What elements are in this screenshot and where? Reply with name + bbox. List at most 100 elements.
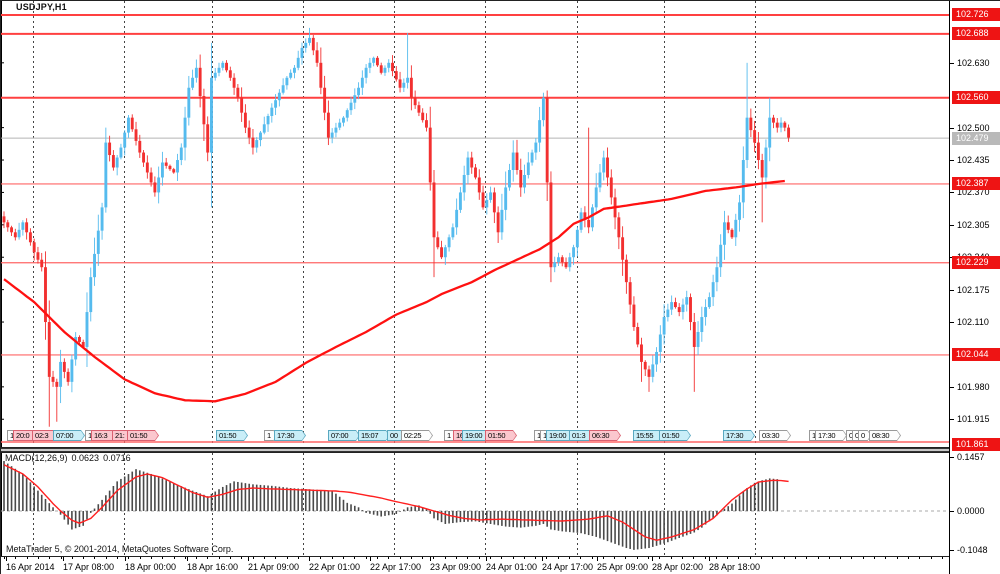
trade-marker-flag[interactable]: 07:00: [328, 430, 360, 441]
trade-marker-flag[interactable]: 17:30: [723, 430, 755, 441]
time-axis-label: 18 Apr 00:00: [125, 562, 177, 572]
time-major-tick: [652, 557, 653, 561]
trade-marker-flag[interactable]: 02:25: [401, 430, 433, 441]
trade-marker-flag[interactable]: 1: [444, 430, 458, 441]
trade-marker-flag[interactable]: 1: [264, 430, 278, 441]
trade-marker-flag[interactable]: 01:3: [569, 430, 596, 441]
price-axis-tick: [950, 457, 954, 458]
time-minor-tick: [117, 557, 118, 559]
time-major-tick: [709, 557, 710, 561]
time-minor-tick: [287, 557, 288, 559]
time-minor-tick: [671, 557, 672, 559]
trade-marker-flag[interactable]: 15:55: [633, 430, 665, 441]
time-major-tick: [6, 557, 7, 561]
current-price-badge: 102.479: [952, 132, 1000, 145]
level-price-badge: 102.560: [952, 91, 1000, 104]
trade-marker-time: 15:55: [634, 431, 664, 440]
time-minor-tick: [705, 557, 706, 559]
symbol-timeframe-label: USDJPY,H1: [16, 2, 67, 12]
time-minor-tick: [874, 557, 875, 559]
trade-marker-flag[interactable]: 19:00: [546, 430, 578, 441]
time-minor-tick: [422, 557, 423, 559]
time-axis-label: 24 Apr 01:00: [486, 562, 538, 572]
trade-marker-flag[interactable]: 02:3: [32, 430, 59, 441]
macd-chart[interactable]: [1, 452, 949, 557]
trade-marker-time: 06:30: [590, 431, 620, 440]
time-axis[interactable]: 16 Apr 2014 17 Apr 08:00 18 Apr 00:00 18 Ap…: [1, 557, 949, 574]
price-axis-tick: [950, 419, 954, 420]
trade-marker-time: 03:30: [760, 431, 790, 440]
time-minor-tick: [140, 557, 141, 559]
trade-marker-time: 0: [859, 431, 871, 440]
price-tick-label: 102.630: [957, 58, 990, 68]
price-chart[interactable]: [1, 1, 949, 448]
trade-marker-time: 01:50: [128, 431, 158, 440]
macd-signal-value: 0.0716: [103, 453, 131, 463]
time-minor-tick: [433, 557, 434, 559]
time-major-tick: [248, 557, 249, 561]
trade-marker-time: 1: [265, 431, 277, 440]
trade-marker-flag[interactable]: 03:30: [759, 430, 791, 441]
trade-marker-flag[interactable]: 01:50: [659, 430, 691, 441]
trade-marker-flag[interactable]: 21:: [112, 430, 135, 441]
time-axis-label: 17 Apr 08:00: [63, 562, 115, 572]
trade-marker-flag[interactable]: 0: [858, 430, 872, 441]
trade-marker-flag[interactable]: 08:30: [869, 430, 901, 441]
trade-marker-time: 01:50: [486, 431, 516, 440]
trade-marker-flag[interactable]: 07:00: [53, 430, 85, 441]
price-axis-tick: [950, 128, 954, 129]
trade-marker-flag[interactable]: 16:3: [91, 430, 118, 441]
time-minor-tick: [354, 557, 355, 559]
trade-marker-flag[interactable]: 17:30: [815, 430, 847, 441]
trade-marker-time: 02:3: [33, 431, 58, 440]
price-axis-tick: [950, 290, 954, 291]
trade-marker-time: 00: [388, 431, 404, 440]
trade-marker-flag[interactable]: 20:0: [13, 430, 40, 441]
trade-marker-flag[interactable]: 01:50: [216, 430, 248, 441]
price-axis-tick: [950, 160, 954, 161]
trade-marker-flag[interactable]: 19:00: [462, 430, 494, 441]
time-minor-tick: [851, 557, 852, 559]
trade-marker-flag[interactable]: 06:30: [589, 430, 621, 441]
time-minor-tick: [445, 557, 446, 559]
macd-panel-area: MACD(12,26,9) 0.0623 0.0716 MetaTrader 5, …: [1, 452, 949, 557]
time-minor-tick: [366, 557, 367, 559]
price-axis-tick: [950, 322, 954, 323]
time-minor-tick: [682, 557, 683, 559]
macd-signal-line: [3, 464, 789, 542]
time-minor-tick: [332, 557, 333, 559]
trade-marker-flag[interactable]: 01:50: [485, 430, 517, 441]
level-price-badge: 102.726: [952, 8, 1000, 21]
time-minor-tick: [128, 557, 129, 559]
time-minor-tick: [61, 557, 62, 559]
time-minor-tick: [569, 557, 570, 559]
time-axis-label: 21 Apr 09:00: [248, 562, 300, 572]
time-minor-tick: [750, 557, 751, 559]
time-minor-tick: [253, 557, 254, 559]
trade-marker-time: 07:00: [54, 431, 84, 440]
time-minor-tick: [648, 557, 649, 559]
trade-marker-flag[interactable]: 15:07: [358, 430, 390, 441]
time-minor-tick: [94, 557, 95, 559]
price-axis-tick: [950, 63, 954, 64]
time-minor-tick: [558, 557, 559, 559]
macd-scale-label: 0.0000: [957, 506, 985, 516]
time-minor-tick: [298, 557, 299, 559]
price-axis-tick: [950, 511, 954, 512]
trade-marker-flag[interactable]: 01:50: [127, 430, 159, 441]
time-axis-label: 28 Apr 18:00: [709, 562, 761, 572]
trade-marker-time: 02:25: [402, 431, 432, 440]
time-axis-label: 22 Apr 01:00: [309, 562, 361, 572]
time-minor-tick: [151, 557, 152, 559]
trade-marker-flag[interactable]: 17:30: [274, 430, 306, 441]
trade-marker-flag[interactable]: 00: [387, 430, 405, 441]
time-minor-tick: [241, 557, 242, 559]
panel-splitter[interactable]: [1, 448, 949, 452]
time-minor-tick: [162, 557, 163, 559]
time-minor-tick: [919, 557, 920, 559]
time-major-tick: [370, 557, 371, 561]
time-minor-tick: [411, 557, 412, 559]
price-axis[interactable]: 102.630 102.500 102.435 102.370 102.305 102.2…: [949, 1, 1000, 574]
price-tick-label: 101.915: [957, 414, 990, 424]
time-minor-tick: [513, 557, 514, 559]
